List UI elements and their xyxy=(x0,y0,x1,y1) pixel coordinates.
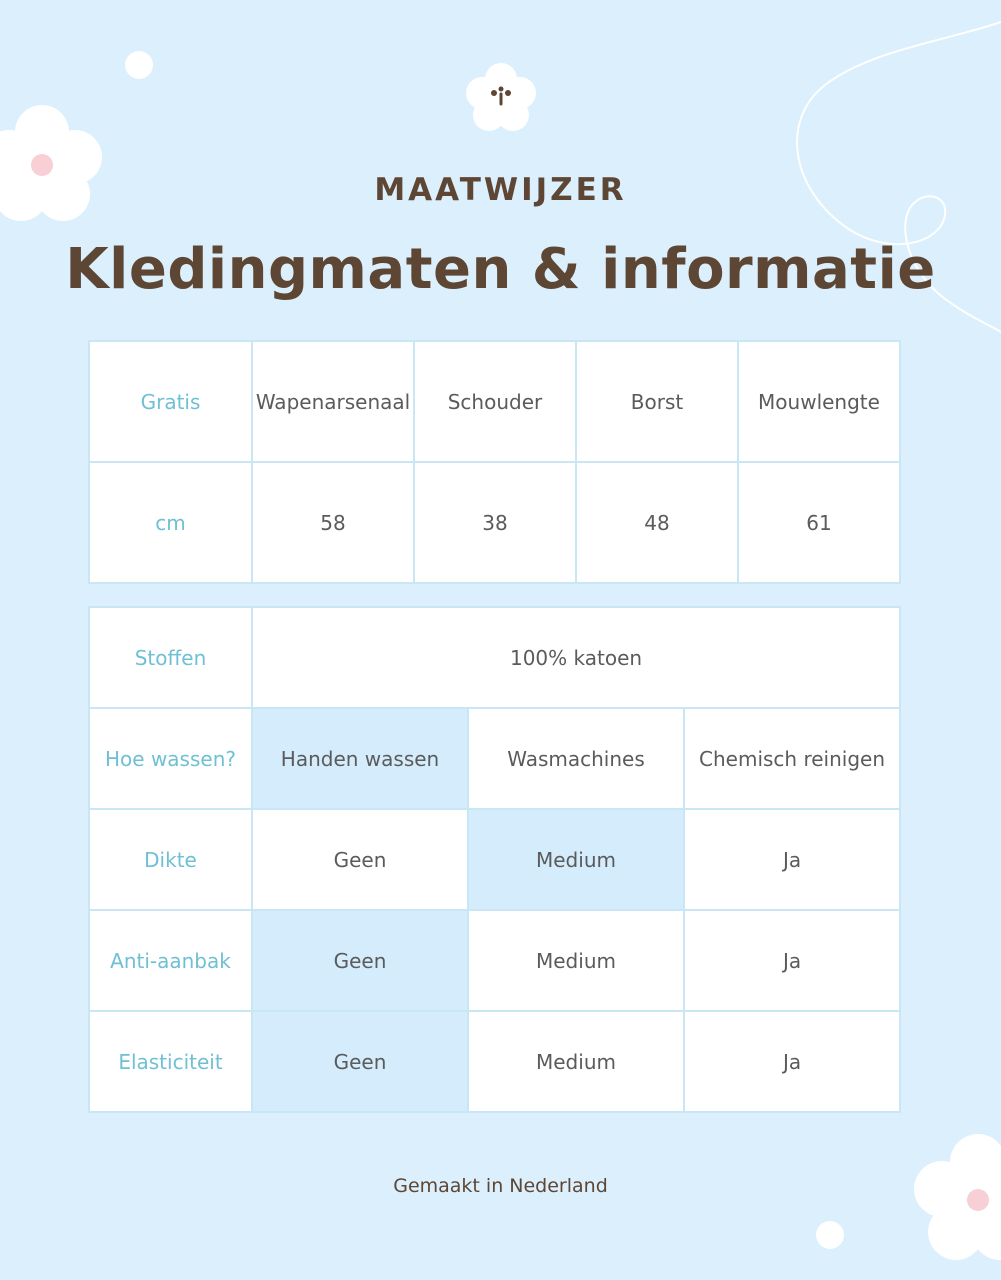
property-label: Dikte xyxy=(88,808,253,911)
page-title: Kledingmaten & informatie xyxy=(65,237,936,302)
fabric-value: 100% katoen xyxy=(250,606,902,709)
size-header-cell: Wapenarsenaal xyxy=(251,340,415,463)
flower-icon xyxy=(466,63,536,131)
dot-icon xyxy=(816,1221,844,1249)
table-row: Dikte Geen Medium Ja xyxy=(88,808,902,911)
property-value-cell: Ja xyxy=(682,909,902,1012)
size-header-cell: Schouder xyxy=(413,340,577,463)
table-row: Gratis Wapenarsenaal Schouder Borst Mouw… xyxy=(88,340,901,463)
footer-text: Gemaakt in Nederland xyxy=(393,1175,608,1197)
washing-option-cell: Handen wassen xyxy=(251,707,469,810)
flower-icon xyxy=(914,1134,1001,1260)
property-value-cell: Geen xyxy=(251,909,469,1012)
dot-icon xyxy=(125,51,153,79)
page-subtitle: MAATWIJZER xyxy=(374,172,627,208)
property-value-cell: Medium xyxy=(467,909,685,1012)
size-header-cell: Gratis xyxy=(88,340,253,463)
size-header-cell: Mouwlengte xyxy=(737,340,901,463)
property-value-cell: Geen xyxy=(251,808,469,911)
table-row: cm 58 38 48 61 xyxy=(88,461,901,584)
property-value-cell: Geen xyxy=(251,1010,469,1113)
info-table: Stoffen 100% katoen Hoe wassen? Handen w… xyxy=(88,606,902,1113)
property-label: Elasticiteit xyxy=(88,1010,253,1113)
property-value-cell: Medium xyxy=(467,1010,685,1113)
size-header-cell: Borst xyxy=(575,340,739,463)
table-row: Hoe wassen? Handen wassen Wasmachines Ch… xyxy=(88,707,902,810)
property-label: Anti-aanbak xyxy=(88,909,253,1012)
fabric-label: Stoffen xyxy=(88,606,253,709)
sprout-icon xyxy=(491,86,511,106)
size-value-cell: 58 xyxy=(251,461,415,584)
table-row: Stoffen 100% katoen xyxy=(88,606,902,709)
size-value-cell: 48 xyxy=(575,461,739,584)
property-value-cell: Ja xyxy=(682,808,902,911)
washing-label: Hoe wassen? xyxy=(88,707,253,810)
washing-option-cell: Wasmachines xyxy=(467,707,685,810)
property-value-cell: Medium xyxy=(467,808,685,911)
washing-option-cell: Chemisch reinigen xyxy=(682,707,902,810)
size-value-cell: 38 xyxy=(413,461,577,584)
table-row: Elasticiteit Geen Medium Ja xyxy=(88,1010,902,1113)
property-value-cell: Ja xyxy=(682,1010,902,1113)
size-unit-cell: cm xyxy=(88,461,253,584)
size-value-cell: 61 xyxy=(737,461,901,584)
size-table: Gratis Wapenarsenaal Schouder Borst Mouw… xyxy=(88,340,901,584)
table-row: Anti-aanbak Geen Medium Ja xyxy=(88,909,902,1012)
